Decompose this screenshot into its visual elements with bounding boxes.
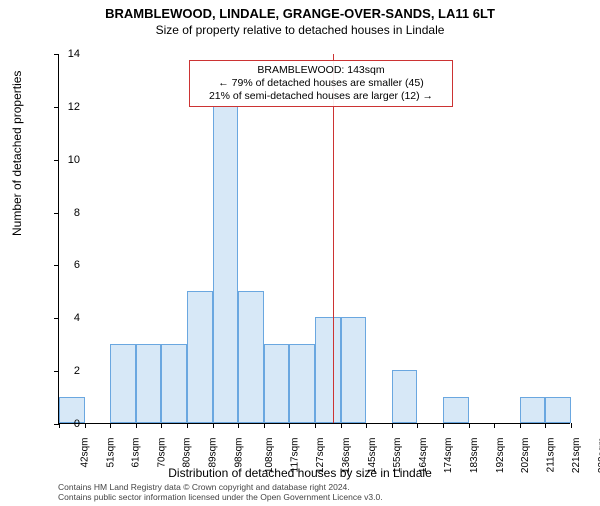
histogram-bar [520, 397, 546, 423]
histogram-bar [289, 344, 315, 423]
xtick-label: 221sqm [571, 438, 582, 474]
xtick-label: 192sqm [495, 438, 506, 474]
xtick-label: 80sqm [182, 438, 193, 468]
annot-line2: ← 79% of detached houses are smaller (45… [196, 77, 446, 90]
xtick-label: 145sqm [367, 438, 378, 474]
histogram-bar [136, 344, 162, 423]
histogram-bar [161, 344, 187, 423]
histogram-bar [443, 397, 469, 423]
y-axis-label: Number of detached properties [10, 71, 24, 236]
footer-line2: Contains public sector information licen… [58, 493, 383, 503]
ytick-label: 14 [56, 48, 80, 60]
xtick-label: 117sqm [289, 438, 300, 473]
xtick-label: 51sqm [105, 438, 116, 468]
ytick-label: 2 [56, 365, 80, 377]
reference-line [333, 54, 334, 423]
chart-title: BRAMBLEWOOD, LINDALE, GRANGE-OVER-SANDS,… [0, 6, 600, 21]
ytick-label: 0 [56, 418, 80, 430]
ytick-label: 10 [56, 154, 80, 166]
footer-text: Contains HM Land Registry data © Crown c… [58, 483, 383, 503]
histogram-bar [264, 344, 290, 423]
chart-subtitle: Size of property relative to detached ho… [0, 23, 600, 37]
xtick-label: 42sqm [80, 438, 91, 468]
xtick-label: 155sqm [392, 438, 403, 474]
annot-line3: 21% of semi-detached houses are larger (… [196, 90, 446, 103]
ytick-label: 4 [56, 312, 80, 324]
ytick-label: 6 [56, 259, 80, 271]
xtick-label: 70sqm [156, 438, 167, 468]
annotation-box: BRAMBLEWOOD: 143sqm← 79% of detached hou… [189, 60, 453, 107]
histogram-bar [238, 291, 264, 423]
chart-area: BRAMBLEWOOD: 143sqm← 79% of detached hou… [58, 54, 570, 424]
histogram-bar [187, 291, 213, 423]
xtick-label: 61sqm [131, 438, 142, 468]
xtick-label: 174sqm [443, 438, 454, 474]
xtick-label: 98sqm [233, 438, 244, 468]
xtick-label: 136sqm [341, 438, 352, 474]
xtick-label: 127sqm [315, 438, 326, 474]
ytick-label: 12 [56, 101, 80, 113]
xtick-label: 89sqm [208, 438, 219, 468]
histogram-bar [315, 317, 341, 423]
xtick-label: 183sqm [469, 438, 480, 474]
xtick-label: 108sqm [264, 438, 275, 474]
histogram-bar [392, 370, 418, 423]
ytick-label: 8 [56, 207, 80, 219]
xtick-label: 164sqm [418, 438, 429, 474]
xtick-label: 211sqm [545, 438, 556, 473]
histogram-bar [545, 397, 571, 423]
histogram-bar [341, 317, 367, 423]
annot-line1: BRAMBLEWOOD: 143sqm [196, 64, 446, 77]
plot-area: BRAMBLEWOOD: 143sqm← 79% of detached hou… [58, 54, 570, 424]
xtick-label: 202sqm [520, 438, 531, 474]
histogram-bar [110, 344, 136, 423]
histogram-bar [213, 106, 239, 423]
